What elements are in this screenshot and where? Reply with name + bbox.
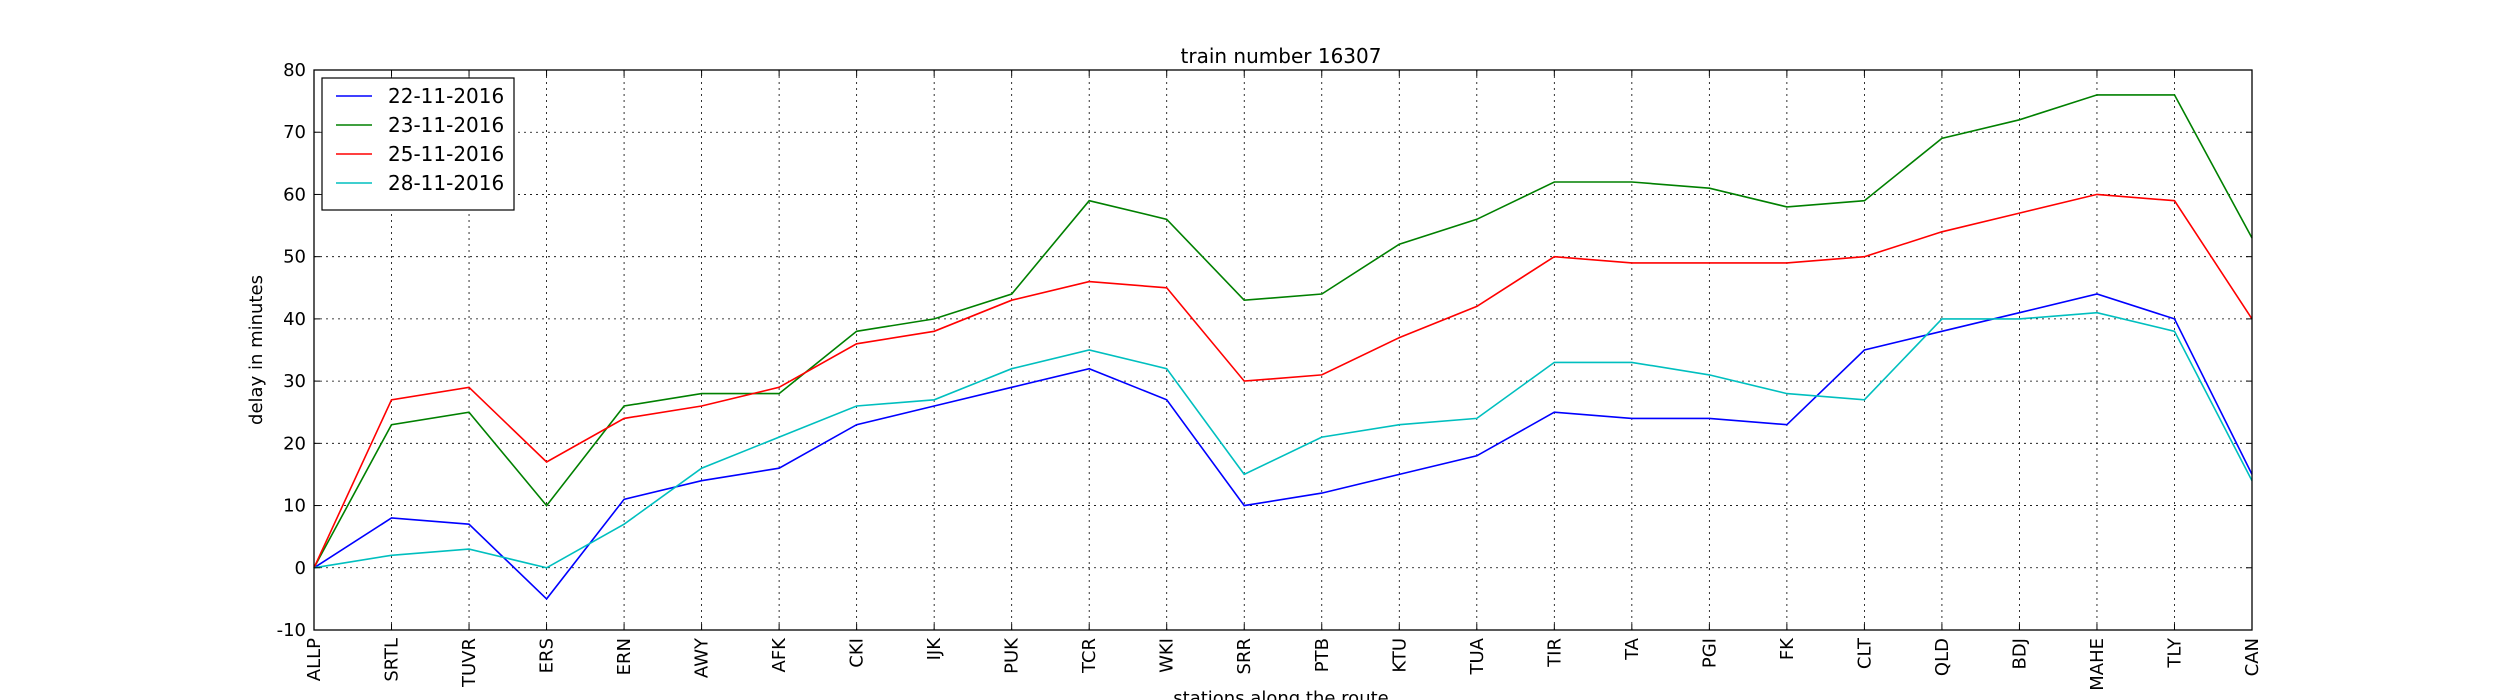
series-line-28-11-2016 — [313, 311, 2253, 569]
x-tick-label: TA — [1622, 637, 1643, 661]
x-tick-label: AFK — [769, 637, 790, 673]
y-tick-label: 30 — [283, 371, 306, 392]
x-tick-label: TCR — [1079, 638, 1100, 674]
y-tick-label: -10 — [277, 620, 306, 641]
x-tick-label: ERS — [537, 638, 558, 673]
grid-lines — [313, 69, 2253, 631]
x-tick-label: TUA — [1467, 637, 1488, 675]
legend: 22-11-2016 23-11-2016 25-11-2016 28-11-2016 — [321, 77, 515, 211]
x-tick-label: FK — [1777, 637, 1798, 660]
x-tick-label: MAHE — [2087, 638, 2108, 691]
x-axis-ticks: ALLP SRTL TUVR ERS ERN AWY AFK CKI IJK PUK TCR WKI S… — [304, 70, 2263, 691]
series-layer — [313, 94, 2253, 601]
x-tick-label: TLY — [2164, 637, 2185, 669]
legend-label: 22-11-2016 — [388, 84, 504, 108]
x-tick-label: ERN — [614, 638, 635, 675]
series-line-23-11-2016 — [313, 94, 2253, 569]
x-tick-label: ALLP — [304, 638, 325, 681]
x-tick-label: BDJ — [2009, 638, 2030, 670]
x-tick-label: KTU — [1389, 638, 1410, 673]
x-tick-label: TUVR — [459, 638, 480, 688]
x-tick-label: PGI — [1699, 638, 1720, 668]
series-line-25-11-2016 — [313, 193, 2253, 569]
series-line-22-11-2016 — [313, 293, 2253, 601]
legend-label: 25-11-2016 — [388, 142, 504, 166]
legend-box — [321, 77, 515, 211]
x-tick-label: IJK — [924, 637, 945, 661]
y-tick-label: 60 — [283, 184, 306, 205]
legend-label: 23-11-2016 — [388, 113, 504, 137]
y-tick-label: 50 — [283, 247, 306, 268]
x-tick-label: AWY — [692, 637, 713, 678]
x-tick-label: SRTL — [382, 638, 403, 682]
y-axis-ticks: -10 0 10 20 30 40 50 60 70 80 — [277, 60, 2252, 641]
x-tick-label: SRR — [1234, 638, 1255, 674]
x-tick-label: QLD — [1932, 638, 1953, 676]
x-tick-label: TIR — [1544, 638, 1565, 668]
x-tick-label: CAN — [2242, 638, 2263, 676]
legend-label: 28-11-2016 — [388, 171, 504, 195]
x-tick-label: CLT — [1854, 637, 1875, 669]
y-tick-label: 10 — [283, 496, 306, 517]
y-tick-label: 40 — [283, 309, 306, 330]
x-tick-label: CKI — [847, 638, 868, 668]
x-axis-label: stations along the route — [1173, 688, 1388, 700]
x-tick-label: PUK — [1002, 637, 1023, 674]
y-tick-label: 80 — [283, 60, 306, 81]
y-tick-label: 70 — [283, 122, 306, 143]
plot-frame — [313, 69, 2253, 631]
x-tick-label: PTB — [1312, 638, 1333, 672]
y-axis-label: delay in minutes — [246, 275, 267, 425]
x-tick-label: WKI — [1157, 638, 1178, 673]
y-tick-label: 20 — [283, 433, 306, 454]
chart-title: train number 16307 — [1181, 44, 1382, 68]
y-tick-label: 0 — [295, 558, 306, 579]
